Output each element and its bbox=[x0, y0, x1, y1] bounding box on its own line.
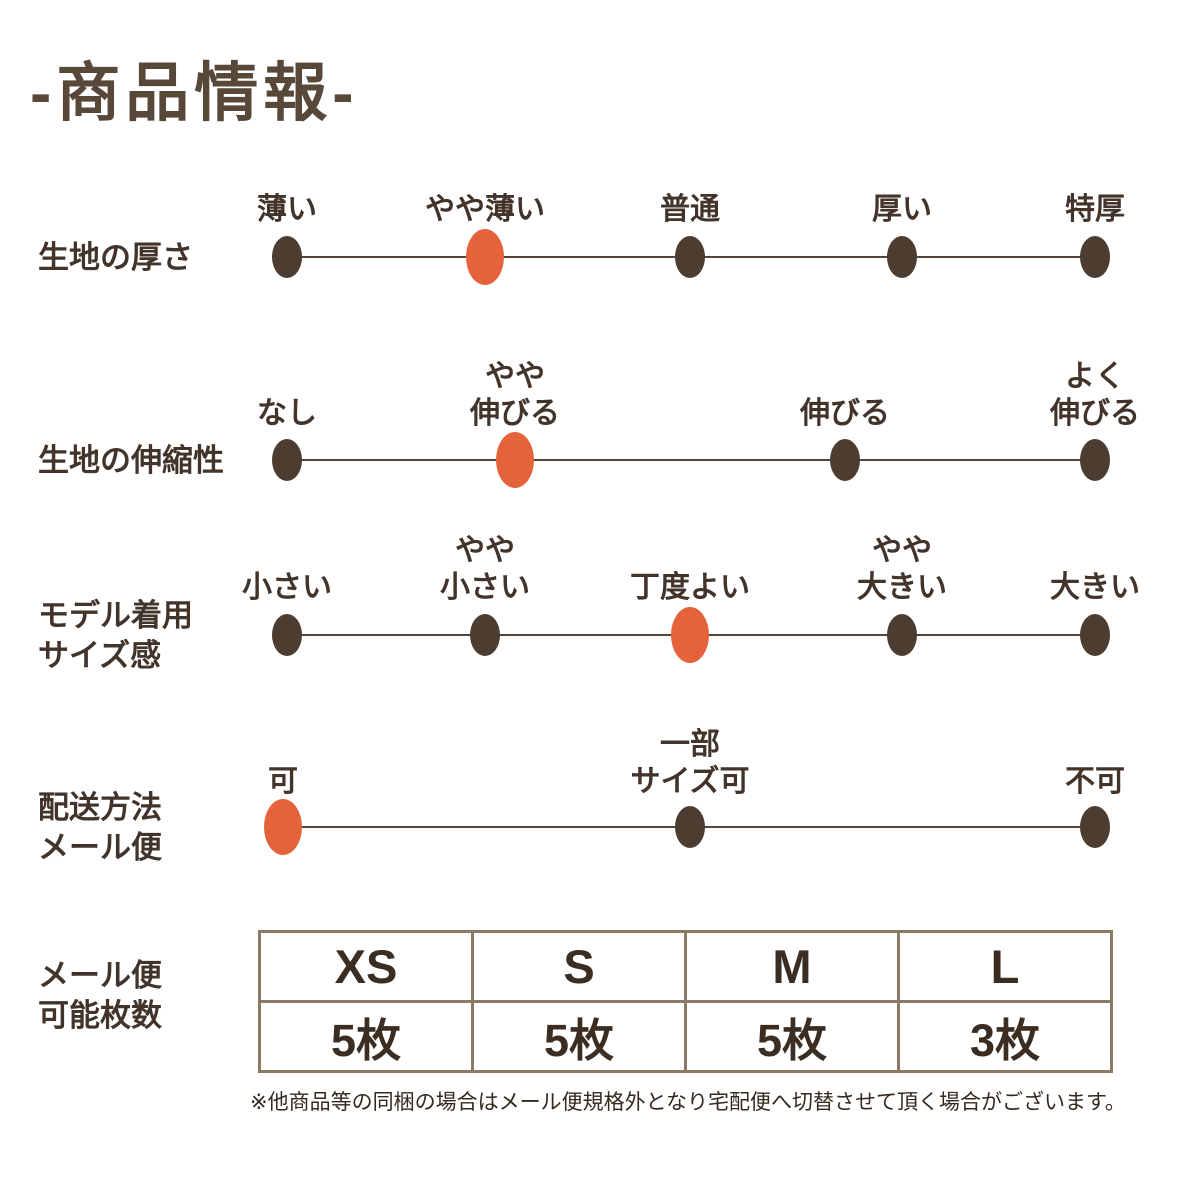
scale-dot bbox=[1080, 439, 1110, 481]
scale-dot-selected bbox=[496, 432, 534, 488]
scale-option-label: 特厚 bbox=[1065, 193, 1125, 226]
scale-dot bbox=[887, 236, 917, 278]
scale-dot bbox=[675, 806, 705, 848]
scale-dot bbox=[675, 236, 705, 278]
scale-dot bbox=[272, 439, 302, 481]
scale-option-label: やや 小さい bbox=[440, 534, 530, 604]
scale-option-label: 薄い bbox=[257, 193, 317, 226]
mail-capacity-table: XS S M L 5枚 5枚 5枚 3枚 bbox=[258, 930, 1113, 1073]
scale-dot bbox=[887, 614, 917, 656]
scale-dot bbox=[1080, 236, 1110, 278]
scale-row-label: 配送方法 メール便 bbox=[38, 790, 162, 865]
scale-row-label: モデル着用 サイズ感 bbox=[38, 598, 193, 673]
scale-option-label: 厚い bbox=[872, 193, 932, 226]
table-value-cell: 5枚 bbox=[471, 1000, 687, 1073]
table-header-cell: L bbox=[897, 930, 1113, 1003]
scale-dot bbox=[830, 439, 860, 481]
table-header-cell: M bbox=[684, 930, 900, 1003]
scale-dot-selected bbox=[264, 799, 302, 855]
mail-capacity-label: メール便 可能枚数 bbox=[38, 958, 162, 1033]
scale-option-label: やや 大きい bbox=[857, 534, 947, 604]
scale-dot-selected bbox=[671, 607, 709, 663]
table-value-cell: 3枚 bbox=[897, 1000, 1113, 1073]
footnote: ※他商品等の同梱の場合はメール便規格外となり宅配便へ切替させて頂く場合がございま… bbox=[250, 1091, 1126, 1114]
table-value-cell: 5枚 bbox=[684, 1000, 900, 1073]
scale-option-label: 丁度よい bbox=[630, 571, 750, 604]
scale-option-label: 大きい bbox=[1050, 571, 1140, 604]
scale-option-label: 伸びる bbox=[800, 397, 890, 430]
table-value-cell: 5枚 bbox=[258, 1000, 474, 1073]
scale-option-label: やや薄い bbox=[425, 193, 545, 226]
scale-axis-line bbox=[287, 459, 1095, 461]
table-header-cell: S bbox=[471, 930, 687, 1003]
scale-row-label: 生地の厚さ bbox=[38, 240, 193, 275]
scale-row-label: 生地の伸縮性 bbox=[38, 443, 224, 478]
scale-dot bbox=[470, 614, 500, 656]
scale-dot-selected bbox=[466, 229, 504, 285]
scale-dot bbox=[1080, 614, 1110, 656]
scale-option-label: よく 伸びる bbox=[1050, 360, 1140, 430]
scale-option-label: 普通 bbox=[660, 193, 720, 226]
table-header-cell: XS bbox=[258, 930, 474, 1003]
scale-dot bbox=[272, 614, 302, 656]
scale-option-label: やや 伸びる bbox=[470, 360, 560, 430]
scale-option-label: 不可 bbox=[1065, 765, 1125, 798]
scale-option-label: 小さい bbox=[242, 571, 332, 604]
table-value-row: 5枚 5枚 5枚 3枚 bbox=[258, 1000, 1113, 1073]
table-header-row: XS S M L bbox=[258, 930, 1113, 1003]
scale-option-label: なし bbox=[257, 397, 317, 430]
scale-option-label: 一部 サイズ可 bbox=[630, 728, 750, 798]
scale-dot bbox=[272, 236, 302, 278]
page-title: -商品情報- bbox=[30, 57, 359, 129]
scale-dot bbox=[1080, 806, 1110, 848]
scale-option-label: 可 bbox=[268, 765, 298, 798]
